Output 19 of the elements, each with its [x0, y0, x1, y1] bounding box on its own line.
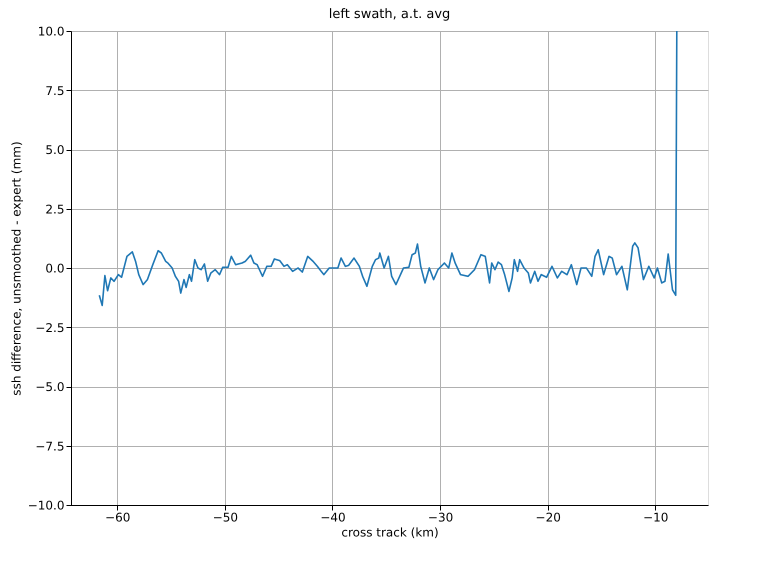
y-tick-label: −5.0 [35, 380, 64, 394]
x-tick-label: −40 [320, 510, 346, 524]
x-axis-title: cross track (km) [341, 526, 439, 540]
y-axis-title: ssh difference, unsmoothed - expert (mm) [10, 141, 24, 396]
y-tick-label: 5.0 [45, 143, 64, 157]
y-tick-label: −7.5 [35, 439, 64, 454]
y-tick-label: 2.5 [45, 202, 64, 216]
y-tick-label: 0.0 [45, 262, 64, 276]
chart-title: left swath, a.t. avg [328, 7, 450, 22]
x-tick-label: −50 [212, 510, 238, 524]
x-tick-label: −10 [643, 510, 668, 524]
x-tick-label: −30 [428, 510, 454, 524]
y-tick-label: −2.5 [35, 320, 64, 335]
x-tick-label: −60 [105, 510, 130, 524]
y-tick-label: −10.0 [28, 498, 64, 512]
y-tick-label: 10.0 [38, 24, 64, 38]
x-tick-label: −20 [536, 510, 561, 524]
line-series [98, 31, 678, 306]
y-tick-label: 7.5 [45, 84, 64, 98]
